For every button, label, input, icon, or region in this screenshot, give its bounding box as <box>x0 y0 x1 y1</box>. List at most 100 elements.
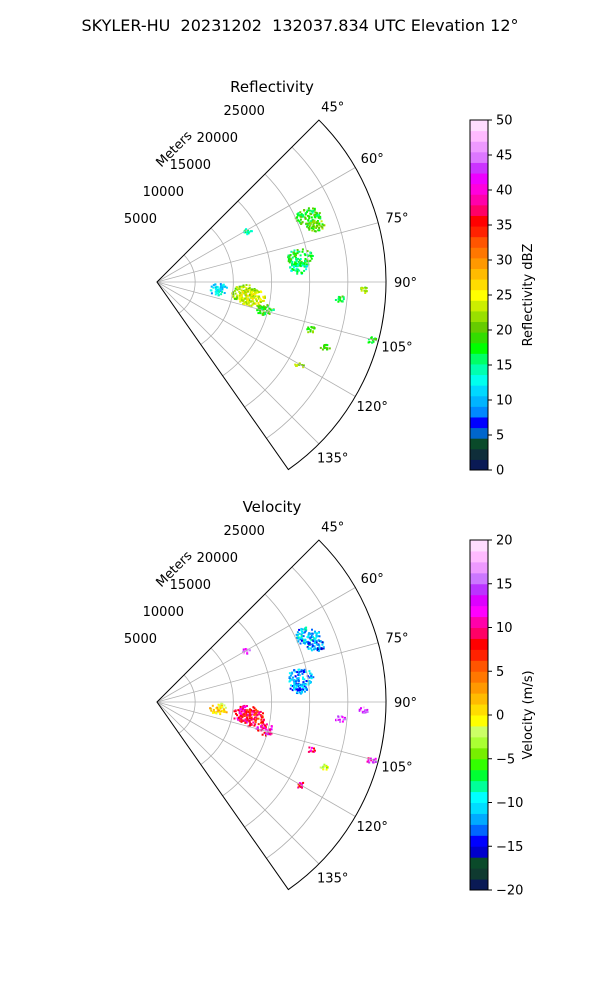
echo-cell <box>335 715 347 723</box>
colorbar-tick-label: 50 <box>496 114 513 129</box>
echo-cell <box>209 283 228 297</box>
colorbar-segment <box>470 363 488 376</box>
range-ring <box>266 566 349 859</box>
colorbar-segment <box>470 183 488 195</box>
colorbar-segment <box>470 215 488 227</box>
colorbar-tick-label: 30 <box>496 254 513 269</box>
colorbar-segment <box>470 660 488 672</box>
colorbar-segment <box>470 649 488 661</box>
echo-cell <box>289 682 308 695</box>
colorbar-label: Reflectivity dBZ <box>521 244 536 347</box>
theta-tick-label: 105° <box>381 760 412 775</box>
echo-cell <box>319 343 331 351</box>
range-tick-label: 5000 <box>124 212 157 227</box>
colorbar: −20 −15 −10 −5 0 5 10 15 20 Velocity (m/s) <box>469 534 536 899</box>
colorbar-tick-label: 35 <box>496 219 513 234</box>
colorbar-segment <box>470 204 488 216</box>
colorbar-segment <box>470 438 488 450</box>
radial-gridline <box>156 587 356 703</box>
colorbar-segment <box>470 693 488 705</box>
colorbar-tick-label: −10 <box>496 796 523 811</box>
echo-cell <box>334 295 345 303</box>
colorbar-segment <box>470 638 488 650</box>
colorbar: 0 5 10 15 20 25 30 35 40 45 50 Reflectivity dBZ <box>469 114 536 479</box>
echo-layer <box>209 207 378 369</box>
colorbar-segment <box>470 194 488 206</box>
range-ring <box>178 674 196 734</box>
panel-title: Velocity <box>243 498 302 516</box>
colorbar-segment <box>470 310 488 323</box>
panel-title: Reflectivity <box>230 78 314 96</box>
range-tick-label: 10000 <box>143 185 184 200</box>
radial-gridline <box>156 167 356 283</box>
colorbar-tick-label: 10 <box>496 621 513 636</box>
colorbar-segment <box>470 594 488 607</box>
echo-cell <box>358 706 369 714</box>
theta-tick-label: 75° <box>385 212 408 227</box>
colorbar-tick-label: −15 <box>496 840 523 855</box>
theta-tick-label: 120° <box>357 400 388 415</box>
radial-gridline <box>156 281 379 342</box>
range-ring <box>222 620 272 797</box>
colorbar-segment <box>470 427 488 439</box>
colorbar-tick-label: 5 <box>496 429 504 444</box>
colorbar-segment <box>470 120 488 132</box>
echo-cell <box>307 746 316 753</box>
colorbar-tick-label: 0 <box>496 464 504 479</box>
sector-outline <box>156 539 387 891</box>
range-tick-label: 25000 <box>224 104 265 119</box>
colorbar-segment <box>470 802 488 814</box>
range-tick-label: 20000 <box>197 551 238 566</box>
colorbar-tick-label: −5 <box>496 752 515 767</box>
theta-tick-label: 45° <box>321 520 344 535</box>
colorbar-segment <box>470 769 488 782</box>
echo-cell <box>238 708 265 728</box>
colorbar-segment <box>470 747 488 760</box>
radial-gridline <box>156 222 379 283</box>
colorbar-segment <box>470 416 488 429</box>
colorbar-tick-label: 20 <box>496 324 513 339</box>
colorbar-segment <box>470 321 488 333</box>
echo-cell <box>255 723 273 737</box>
theta-tick-label: 90° <box>394 276 417 291</box>
echo-cell <box>360 286 368 294</box>
colorbar-segment <box>470 342 488 354</box>
colorbar-tick-label: 25 <box>496 289 513 304</box>
colorbar-segment <box>470 791 488 803</box>
colorbar-segment <box>470 268 488 280</box>
theta-tick-label: 90° <box>394 696 417 711</box>
colorbar-segment <box>470 550 488 563</box>
theta-tick-label: 135° <box>317 452 348 467</box>
colorbar-tick-label: 5 <box>496 665 504 680</box>
colorbar-segment <box>470 879 488 891</box>
colorbar-segment <box>470 385 488 397</box>
theta-tick-label: 60° <box>361 572 384 587</box>
theta-tick-label: 75° <box>385 632 408 647</box>
colorbar-segment <box>470 236 488 248</box>
range-ring <box>200 227 234 345</box>
radial-gridline <box>156 701 379 762</box>
colorbar-segment <box>470 813 488 825</box>
colorbar-segment <box>470 572 488 585</box>
colorbar-segment <box>470 247 488 259</box>
sector-outline <box>156 119 387 471</box>
range-ring <box>178 254 196 314</box>
colorbar-segment <box>470 715 488 727</box>
colorbar-segment <box>470 395 488 407</box>
colorbar-segment <box>470 780 488 793</box>
radial-gridline <box>156 642 379 703</box>
colorbar-segment <box>470 289 488 301</box>
radial-gridline <box>156 701 356 817</box>
colorbar-tick-label: 10 <box>496 394 513 409</box>
colorbar-segment <box>470 824 488 836</box>
echo-cell <box>256 304 275 316</box>
echo-cell <box>289 261 308 275</box>
colorbar-segment <box>470 130 488 142</box>
colorbar-segment <box>470 605 488 618</box>
colorbar-segment <box>470 257 488 269</box>
theta-tick-label: 45° <box>321 100 344 115</box>
range-tick-label: 15000 <box>170 578 211 593</box>
theta-tick-label: 60° <box>361 152 384 167</box>
